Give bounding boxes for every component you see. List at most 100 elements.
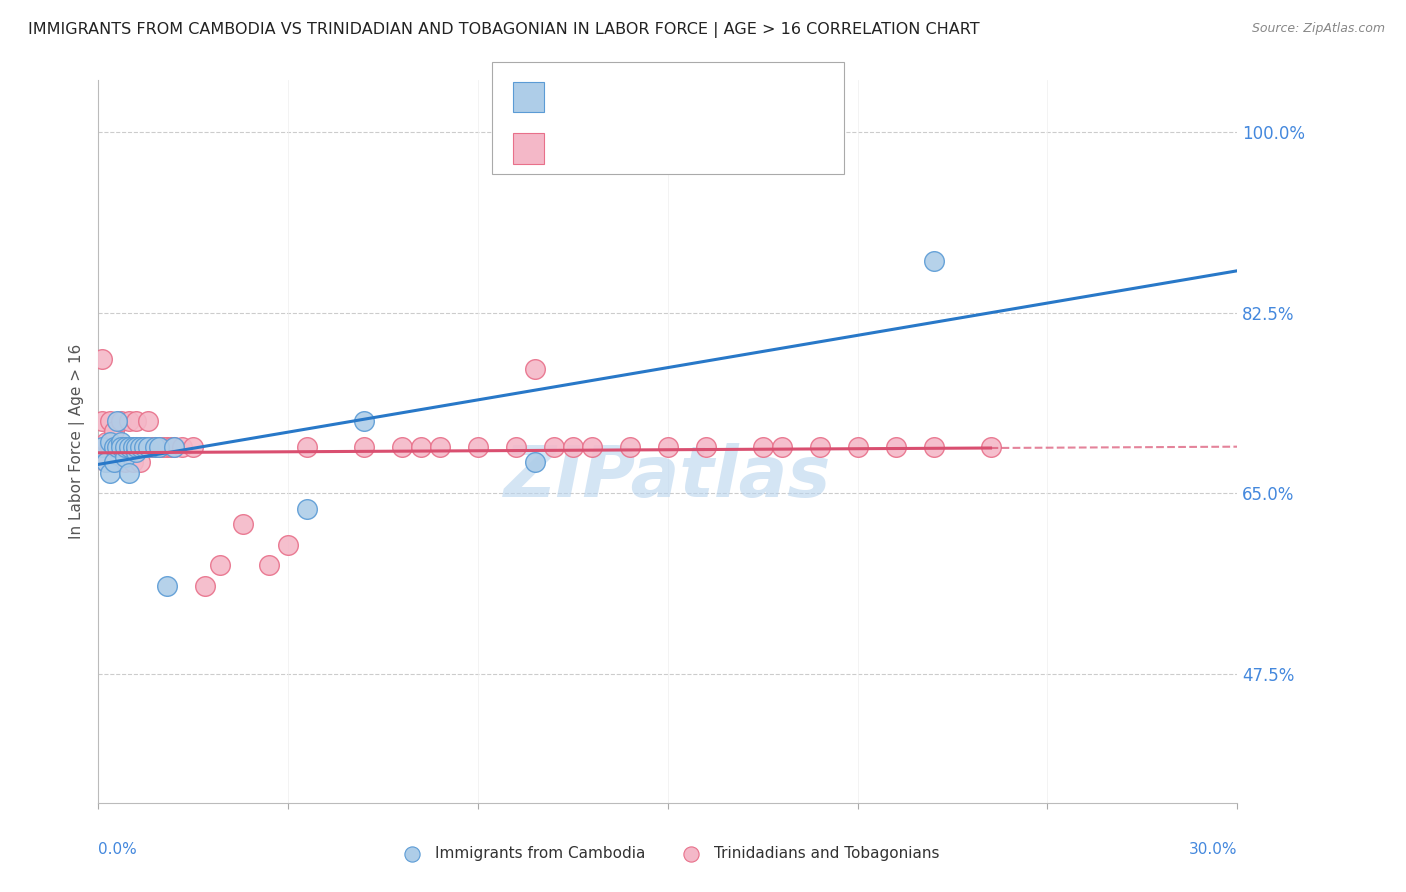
Point xyxy=(121,440,143,454)
Point xyxy=(152,440,174,454)
Point xyxy=(125,414,148,428)
Text: N =: N = xyxy=(648,137,696,155)
Point xyxy=(132,440,155,454)
Point xyxy=(524,362,547,376)
Point xyxy=(129,455,152,469)
Point xyxy=(121,440,143,454)
Point xyxy=(118,414,141,428)
Point xyxy=(114,450,136,464)
Point xyxy=(467,440,489,454)
Point xyxy=(121,455,143,469)
Point xyxy=(141,440,163,454)
Point xyxy=(107,440,129,454)
Point xyxy=(110,434,132,449)
Point xyxy=(91,351,114,366)
Point xyxy=(98,414,121,428)
Point xyxy=(505,440,527,454)
Point xyxy=(232,517,254,532)
Point xyxy=(808,440,831,454)
Point xyxy=(94,434,117,449)
Point xyxy=(297,440,319,454)
Text: 0.423: 0.423 xyxy=(598,137,654,155)
Point xyxy=(277,538,299,552)
Point xyxy=(107,414,129,428)
Point xyxy=(91,414,114,428)
Text: N =: N = xyxy=(648,87,696,104)
Point xyxy=(170,440,193,454)
Point xyxy=(163,440,186,454)
Point xyxy=(114,440,136,454)
Point xyxy=(148,440,170,454)
Point xyxy=(353,414,375,428)
Text: 30.0%: 30.0% xyxy=(1189,842,1237,856)
Point xyxy=(129,440,152,454)
Point xyxy=(411,440,433,454)
Legend: Immigrants from Cambodia, Trinidadians and Tobagonians: Immigrants from Cambodia, Trinidadians a… xyxy=(391,840,945,867)
Point xyxy=(125,440,148,454)
Point xyxy=(297,501,319,516)
Point xyxy=(543,440,565,454)
Point xyxy=(524,455,547,469)
Point xyxy=(107,455,129,469)
Point xyxy=(110,440,132,454)
Text: 28: 28 xyxy=(710,87,735,104)
Point xyxy=(118,466,141,480)
Point xyxy=(979,440,1001,454)
Text: 0.161: 0.161 xyxy=(598,87,654,104)
Point xyxy=(159,440,181,454)
Point xyxy=(103,455,125,469)
Point xyxy=(353,440,375,454)
Text: ZIPatlas: ZIPatlas xyxy=(505,443,831,512)
Point xyxy=(98,434,121,449)
Point xyxy=(91,440,114,454)
Point xyxy=(103,440,125,454)
Point xyxy=(208,558,231,573)
Point xyxy=(103,440,125,454)
Point xyxy=(657,440,679,454)
Point xyxy=(136,440,159,454)
Point xyxy=(114,440,136,454)
Text: 59: 59 xyxy=(710,137,735,155)
Point xyxy=(129,440,152,454)
Point xyxy=(94,455,117,469)
Point xyxy=(132,440,155,454)
Point xyxy=(619,440,641,454)
Point xyxy=(259,558,281,573)
Point xyxy=(156,579,179,593)
Point xyxy=(110,440,132,454)
Point xyxy=(118,440,141,454)
Point xyxy=(98,466,121,480)
Point xyxy=(163,440,186,454)
Point xyxy=(752,440,775,454)
Y-axis label: In Labor Force | Age > 16: In Labor Force | Age > 16 xyxy=(69,344,84,539)
Point xyxy=(183,440,205,454)
Point xyxy=(136,414,159,428)
Point xyxy=(118,440,141,454)
Point xyxy=(156,440,179,454)
Text: R =: R = xyxy=(553,87,589,104)
Point xyxy=(148,440,170,454)
Point xyxy=(125,440,148,454)
Point xyxy=(884,440,907,454)
Text: R =: R = xyxy=(553,137,589,155)
Point xyxy=(94,455,117,469)
Point xyxy=(846,440,869,454)
Text: Source: ZipAtlas.com: Source: ZipAtlas.com xyxy=(1251,22,1385,36)
Point xyxy=(103,424,125,438)
Point xyxy=(145,440,167,454)
Point xyxy=(107,440,129,454)
Text: IMMIGRANTS FROM CAMBODIA VS TRINIDADIAN AND TOBAGONIAN IN LABOR FORCE | AGE > 16: IMMIGRANTS FROM CAMBODIA VS TRINIDADIAN … xyxy=(28,22,980,38)
Point xyxy=(110,414,132,428)
Point xyxy=(695,440,717,454)
Point xyxy=(98,440,121,454)
Point xyxy=(922,254,945,268)
Point xyxy=(114,455,136,469)
Text: 0.0%: 0.0% xyxy=(98,842,138,856)
Point xyxy=(125,445,148,459)
Point xyxy=(145,440,167,454)
Point xyxy=(194,579,217,593)
Point xyxy=(562,440,585,454)
Point xyxy=(391,440,413,454)
Point xyxy=(922,440,945,454)
Point xyxy=(581,440,603,454)
